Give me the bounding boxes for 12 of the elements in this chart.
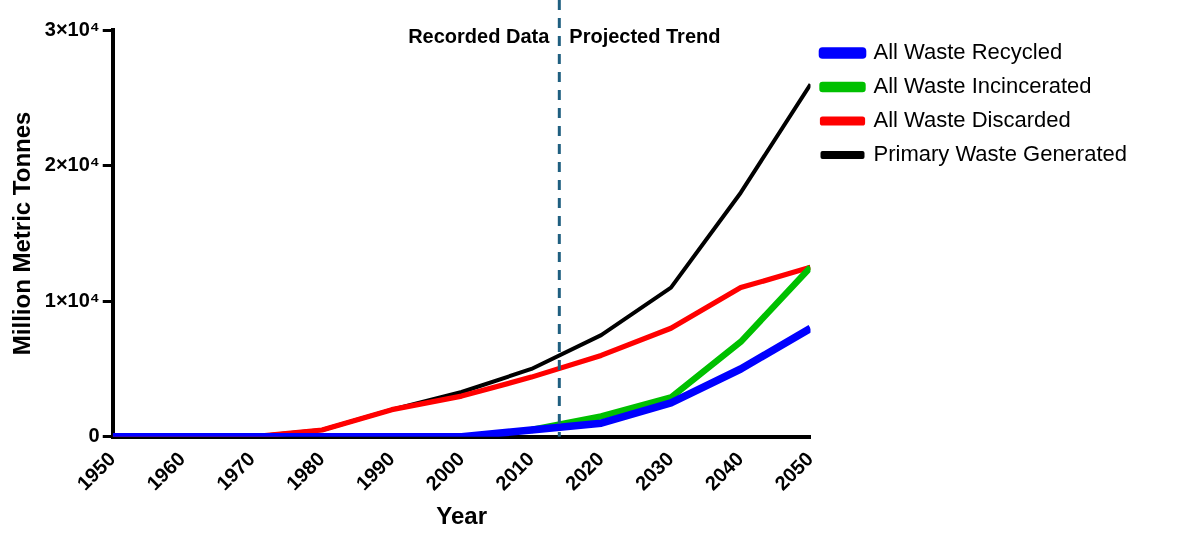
annotation: Recorded Data bbox=[408, 24, 551, 47]
x-axis-title: Year bbox=[436, 502, 487, 530]
y-tick-label: 2×10⁴ bbox=[44, 153, 100, 176]
y-axis-title: Million Metric Tonnes bbox=[8, 111, 36, 356]
legend-label: All Waste Recycled bbox=[873, 39, 1063, 65]
legend-label: All Waste Incincerated bbox=[873, 73, 1092, 99]
legend-label: Primary Waste Generated bbox=[873, 141, 1128, 167]
y-tick-label: 0 bbox=[88, 424, 100, 447]
y-tick-label: 1×10⁴ bbox=[44, 288, 100, 311]
legend-label: All Waste Discarded bbox=[873, 107, 1071, 133]
y-tick-label: 3×10⁴ bbox=[44, 17, 100, 40]
annotation: Projected Trend bbox=[569, 24, 721, 47]
